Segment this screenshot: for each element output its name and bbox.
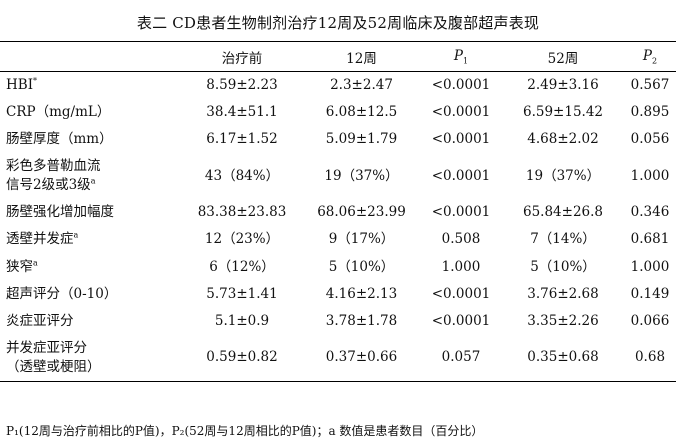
table-row: 透壁并发症a 12（23%） 9（17%） 0.508 7（14%） 0.681: [0, 226, 676, 253]
cell-p2: 0.895: [630, 103, 670, 120]
cell-p1: 1.000: [441, 258, 481, 275]
cell-p1: <0.0001: [431, 76, 491, 93]
table-row: HBI* 8.59±2.23 2.3±2.47 <0.0001 2.49±3.16 0.5…: [0, 72, 676, 99]
cell-p1: <0.0001: [431, 167, 491, 184]
cell-v2: 6.08±12.5: [325, 103, 398, 120]
table-row: CRP（mg/mL） 38.4±51.1 6.08±12.5 <0.0001 6.59±…: [0, 99, 676, 126]
table-body: HBI* 8.59±2.23 2.3±2.47 <0.0001 2.49±3.16 0.5…: [0, 72, 676, 381]
cell-v1: 12（23%）: [204, 231, 280, 248]
cell-v1: 43（84%）: [204, 167, 280, 184]
cell-v3: 4.68±2.02: [527, 130, 599, 147]
footnote-mark: a: [73, 230, 79, 240]
row-label: 透壁并发症a: [6, 230, 79, 248]
footnote-mark: a: [33, 258, 38, 268]
cell-v3: 7（14%）: [530, 231, 596, 248]
table-row: 狭窄a 6（12%） 5（10%） 1.000 5（10%） 1.000: [0, 253, 676, 280]
row-label: 肠壁厚度（mm）: [6, 130, 113, 147]
cell-p2: 1.000: [630, 258, 670, 275]
footnote-mark: a: [90, 176, 96, 186]
cell-v2: 5.09±1.79: [325, 130, 398, 147]
table-title: 表二 CD患者生物制剂治疗12周及52周临床及腹部超声表现: [136, 14, 540, 32]
cell-v1: 83.38±23.83: [197, 204, 287, 221]
row-label: HBI*: [6, 76, 38, 93]
footnote-mark: *: [33, 76, 38, 86]
cell-v3: 6.59±15.42: [522, 103, 604, 120]
cell-v2: 4.16±2.13: [325, 285, 398, 302]
table-row: 彩色多普勒血流 信号2级或3级a 43（84%） 19（37%） <0.0001 19（3…: [0, 153, 676, 199]
cell-v2: 9（17%）: [328, 231, 395, 248]
row-label: 炎症亚评分: [6, 312, 74, 329]
row-label: 彩色多普勒血流 信号2级或3级a: [6, 158, 101, 194]
cell-p2: 0.681: [630, 231, 670, 248]
cell-v3: 19（37%）: [525, 167, 601, 184]
cell-v2: 5（10%）: [328, 258, 395, 275]
cell-v1: 6（12%）: [209, 258, 275, 275]
cell-v2: 19（37%）: [324, 167, 399, 184]
cell-v2: 0.37±0.66: [325, 349, 398, 366]
cell-p1: 0.057: [441, 349, 481, 366]
cell-v2: 3.78±1.78: [325, 312, 398, 329]
cell-p2: 0.68: [634, 349, 666, 366]
table-row: 超声评分（0-10） 5.73±1.41 4.16±2.13 <0.0001 3.76±…: [0, 281, 676, 308]
header-p1: P1: [420, 41, 502, 72]
row-label: CRP（mg/mL）: [6, 103, 111, 120]
cell-p1: <0.0001: [431, 130, 491, 147]
header-p2: P2: [624, 41, 676, 72]
table-row: 肠壁厚度（mm） 6.17±1.52 5.09±1.79 <0.0001 4.68±2.…: [0, 126, 676, 153]
cell-v1: 5.1±0.9: [214, 312, 270, 329]
cell-p1: <0.0001: [431, 285, 491, 302]
cell-p2: 0.567: [630, 76, 670, 93]
header-baseline: 治疗前: [181, 41, 303, 72]
cell-v1: 38.4±51.1: [206, 103, 278, 120]
cell-v1: 8.59±2.23: [206, 76, 278, 93]
row-label: 狭窄a: [6, 258, 38, 275]
row-label: 肠壁强化增加幅度: [6, 204, 114, 221]
header-week52: 52周: [502, 41, 624, 72]
results-table: 治疗前 12周 P1 52周 P2 HBI* 8.59±2.23 2.3±2.47 <…: [0, 41, 676, 382]
cell-p1: <0.0001: [431, 312, 491, 329]
table-row: 并发症亚评分 （透壁或梗阻） 0.59±0.82 0.37±0.66 0.057 0.35…: [0, 335, 676, 381]
cell-v3: 3.76±2.68: [527, 285, 599, 302]
table-row: 炎症亚评分 5.1±0.9 3.78±1.78 <0.0001 3.35±2.26 0.0…: [0, 308, 676, 335]
cell-p1: 0.508: [441, 231, 481, 248]
cell-v2: 68.06±23.99: [317, 204, 406, 221]
table-row: 肠壁强化增加幅度 83.38±23.83 68.06±23.99 <0.0001 65.…: [0, 199, 676, 226]
cell-p1: <0.0001: [431, 204, 491, 221]
cell-p2: 0.056: [630, 130, 670, 147]
cell-p2: 1.000: [630, 167, 670, 184]
cell-v3: 5（10%）: [530, 258, 596, 275]
cell-v2: 2.3±2.47: [330, 76, 393, 93]
cell-p1: <0.0001: [431, 103, 491, 120]
header-row: 治疗前 12周 P1 52周 P2: [0, 41, 676, 72]
cell-p2: 0.346: [630, 204, 670, 221]
cell-v1: 0.59±0.82: [206, 349, 278, 366]
cell-v1: 5.73±1.41: [206, 285, 278, 302]
cell-p2: 0.066: [630, 312, 670, 329]
header-week12: 12周: [303, 41, 420, 72]
cell-v3: 0.35±0.68: [527, 349, 599, 366]
cell-v1: 6.17±1.52: [206, 130, 278, 147]
row-label: 并发症亚评分 （透壁或梗阻）: [6, 339, 101, 375]
row-label: 超声评分（0-10）: [6, 285, 118, 302]
table-footnote: P₁(12周与治疗前相比的P值)，P₂(52周与12周相比的P值)；a 数值是患…: [6, 424, 484, 438]
header-empty: [0, 41, 181, 72]
cell-v3: 3.35±2.26: [527, 312, 599, 329]
cell-v3: 65.84±26.8: [522, 204, 604, 221]
cell-p2: 0.149: [630, 285, 670, 302]
cell-v3: 2.49±3.16: [527, 76, 599, 93]
